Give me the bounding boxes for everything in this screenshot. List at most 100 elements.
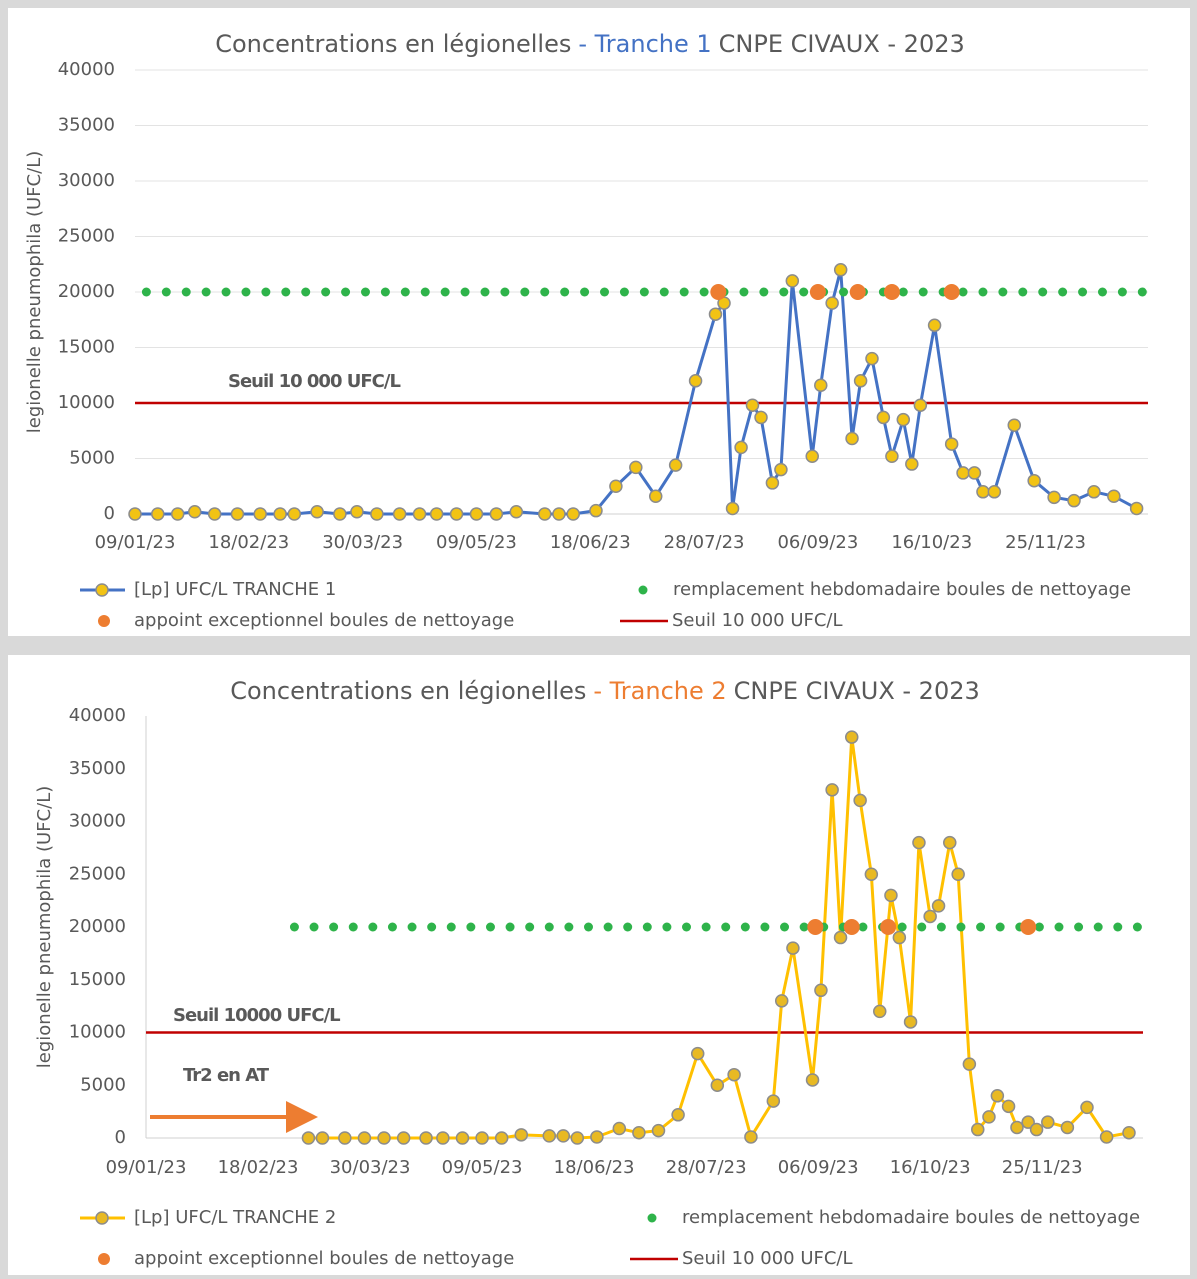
event-dot <box>1117 287 1127 297</box>
event-dot <box>998 287 1008 297</box>
event-dot <box>1074 922 1084 932</box>
data-point <box>710 1078 725 1092</box>
data-point <box>629 460 643 475</box>
x-tick-label: 18/02/23 <box>208 532 289 553</box>
event-dot <box>321 287 331 297</box>
data-point <box>865 351 879 366</box>
data-point <box>785 274 800 288</box>
data-point <box>814 983 828 998</box>
data-point <box>170 507 185 521</box>
data-point <box>688 374 703 388</box>
event-dot <box>520 287 530 297</box>
event-dot <box>427 922 437 932</box>
data-point <box>864 867 879 881</box>
data-point <box>690 1046 705 1061</box>
event-dot <box>407 922 417 932</box>
event-dot <box>679 287 689 297</box>
event-dot <box>161 287 171 297</box>
x-tick-label: 09/05/23 <box>442 1157 523 1178</box>
event-dot <box>917 922 927 932</box>
event-dot <box>281 287 291 297</box>
event-dot <box>420 287 430 297</box>
data-point <box>990 1089 1005 1103</box>
event-dot <box>440 287 450 297</box>
data-point <box>392 507 407 521</box>
x-tick-label: 28/07/23 <box>664 532 745 553</box>
x-tick-label: 30/03/23 <box>322 532 403 553</box>
data-point <box>844 730 859 744</box>
event-dot <box>898 287 908 297</box>
data-point <box>253 507 267 521</box>
event-dot <box>1058 287 1068 297</box>
y-tick-label: 5000 <box>69 448 115 469</box>
title-part: - Tranche 1 <box>578 30 711 58</box>
x-tick-label: 18/06/23 <box>550 532 631 553</box>
event-dot <box>1038 287 1048 297</box>
event-dot <box>580 287 590 297</box>
data-point <box>744 1130 758 1144</box>
y-tick-label: 0 <box>115 1127 126 1148</box>
event-dot <box>740 922 750 932</box>
annotation: Tr2 en AT <box>183 1065 270 1086</box>
event-dot <box>639 287 649 297</box>
data-point <box>853 374 868 388</box>
annotation: Seuil 10 000 UFC/L <box>228 371 400 392</box>
data-point <box>982 1110 996 1124</box>
x-tick-label: 06/09/23 <box>777 532 858 553</box>
event-dot <box>799 922 809 932</box>
data-point <box>542 1129 557 1143</box>
legend-label: appoint exceptionnel boules de nettoyage <box>134 610 514 631</box>
event-dot <box>839 287 849 297</box>
x-tick-label: 06/09/23 <box>778 1157 859 1178</box>
event-dot <box>642 922 652 932</box>
data-point <box>589 503 603 518</box>
chart-panel <box>8 655 1190 1275</box>
legend-marker <box>98 1253 110 1265</box>
event-dot <box>360 287 370 297</box>
data-point <box>1122 1125 1136 1140</box>
data-point <box>1010 1120 1024 1135</box>
legend-label: [Lp] UFC/L TRANCHE 2 <box>134 1207 336 1228</box>
x-tick-label: 16/10/23 <box>891 532 972 553</box>
data-point <box>766 1094 781 1108</box>
chart-title: Concentrations en légionelles - Tranche 2… <box>230 677 980 705</box>
data-point <box>1107 489 1121 503</box>
data-point <box>419 1131 433 1145</box>
event-dot <box>329 922 339 932</box>
event-dot <box>181 287 191 297</box>
event-dot <box>710 284 727 300</box>
event-dot <box>682 922 692 932</box>
event-dot <box>739 287 749 297</box>
event-dot <box>958 287 968 297</box>
y-tick-label: 30000 <box>69 811 126 832</box>
data-point <box>1060 1120 1075 1135</box>
data-point <box>350 505 364 519</box>
event-dot <box>540 287 550 297</box>
event-dot <box>779 287 789 297</box>
data-point <box>708 307 723 321</box>
event-dot <box>466 922 476 932</box>
event-dot <box>956 922 966 932</box>
event-dot <box>505 922 515 932</box>
data-point <box>833 930 848 945</box>
data-point <box>333 507 347 521</box>
event-dot <box>978 287 988 297</box>
data-point <box>1047 490 1061 505</box>
data-point <box>1021 1115 1035 1129</box>
data-point <box>967 466 982 480</box>
data-point <box>651 1123 666 1138</box>
event-dot <box>809 284 826 300</box>
data-point <box>648 489 663 503</box>
event-dot <box>976 922 986 932</box>
data-point <box>429 507 444 521</box>
data-point <box>668 458 683 472</box>
data-point <box>786 941 800 955</box>
legend-marker <box>98 615 110 627</box>
x-tick-label: 09/01/23 <box>95 532 176 553</box>
y-axis-label: legionelle pneumophila (UFC/L) <box>24 151 45 433</box>
event-dot <box>446 922 456 932</box>
event-dot <box>943 284 960 300</box>
event-dot <box>480 287 490 297</box>
y-tick-label: 20000 <box>69 916 126 937</box>
